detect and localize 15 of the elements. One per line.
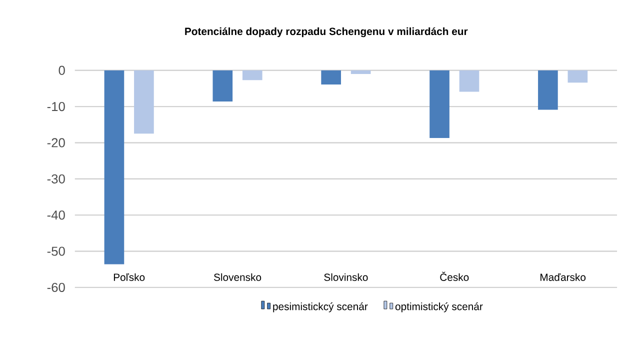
y-tick-label: -50 <box>47 246 65 256</box>
legend-label: optimistický scenár <box>395 302 483 312</box>
chart-title: Potenciálne dopady rozpadu Schengenu v miliardách eur <box>185 27 468 38</box>
y-tick-label: -10 <box>47 102 65 112</box>
x-tick-label: Maďarsko <box>540 273 586 282</box>
x-tick-label: Česko <box>440 272 469 282</box>
y-tick-label: 0 <box>58 66 65 75</box>
y-tick-label: -40 <box>47 210 65 220</box>
x-tick-label: Slovinsko <box>324 273 368 282</box>
y-tick-label: -60 <box>47 282 65 292</box>
x-tick-label: Slovensko <box>214 273 262 282</box>
legend-label: pesimistickcý scenár <box>273 302 368 312</box>
y-tick-label: -20 <box>47 138 65 148</box>
x-tick-label: Poľsko <box>114 273 145 282</box>
y-tick-label: -30 <box>47 174 65 184</box>
